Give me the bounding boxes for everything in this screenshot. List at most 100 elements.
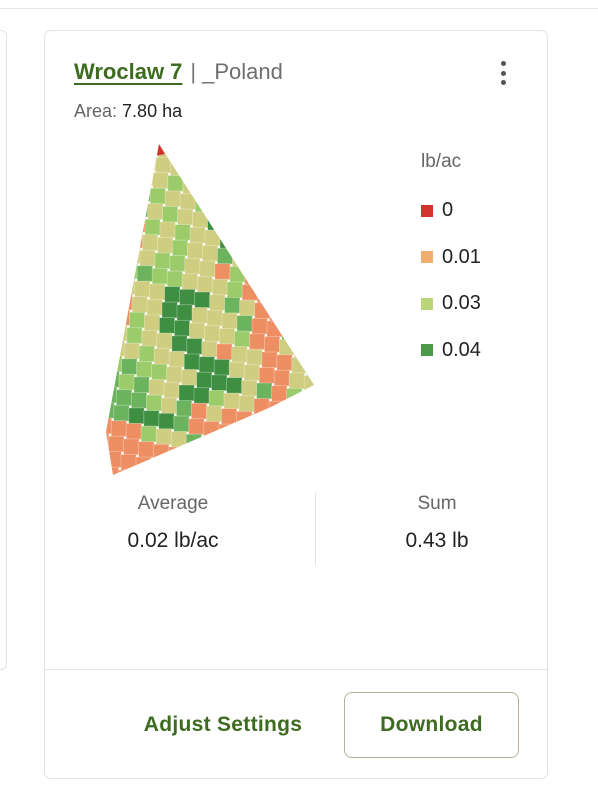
map-cell [232,154,249,172]
map-cell [212,183,229,200]
map-cell [117,469,135,475]
map-cell [279,243,296,260]
map-cell [187,146,204,164]
map-cell [267,224,284,242]
map-cell [183,353,200,371]
map-cell [273,369,290,387]
map-cell [119,278,136,295]
map-cell [294,245,311,263]
map-cell [209,198,226,216]
map-cell [149,283,166,301]
legend-label: 0.03 [442,292,481,314]
map-cell [269,209,286,227]
map-cell [128,311,146,329]
map-cell [284,212,301,229]
map-cell-red [155,144,165,156]
adjust-settings-button[interactable]: Adjust Settings [125,695,321,755]
average-stat: Average 0.02 lb/ac [93,493,253,553]
legend-label: 0.01 [442,245,481,268]
map-cell [207,214,224,231]
map-cell [158,412,175,430]
map-cell [276,258,294,276]
download-button[interactable]: Download [344,692,519,758]
average-value: 0.02 lb/ac [127,529,219,552]
map-cell [189,226,206,244]
map-cell [135,456,152,474]
map-cell [121,262,139,280]
map-cell [242,188,259,206]
map-cell [198,451,215,469]
map-cell [288,468,305,475]
map-cell [199,260,216,278]
map-cell [287,196,304,214]
map-cell [286,387,303,405]
map-cell [299,310,314,328]
map-cell [170,431,187,448]
map-cell [204,325,221,342]
legend-unit: lb/ac [421,151,462,172]
map-cell [124,247,141,264]
map-cell [132,472,150,475]
map-cell [133,376,150,394]
map-cell [271,481,286,483]
field-name-link[interactable]: Wroclaw 7 [74,59,183,84]
map-cell [290,452,307,470]
map-cell [204,229,221,247]
map-cell [141,329,158,347]
map-cell [262,160,279,177]
sum-label: Sum [417,493,457,514]
map-cell [144,218,161,236]
map-cell [233,426,250,444]
map-cell [243,364,260,382]
map-cell [203,420,220,438]
map-cell [320,283,323,299]
card-title: Wroclaw 7 | _Poland [74,59,283,85]
map-cell [263,336,281,353]
map-cell [278,338,296,356]
legend-item: 0.04 [421,339,481,362]
map-cell [303,375,314,392]
map-cell [111,324,128,342]
map-cell [235,410,253,428]
map-cell [110,420,127,438]
map-cell [198,356,215,373]
legend-label: 0 [442,199,454,221]
map-cell [229,266,246,283]
map-cell [248,429,265,446]
map-cell [274,274,291,291]
map-cell [253,398,270,415]
map-cell [236,315,253,332]
map-cell [301,390,314,408]
map-cell [213,358,230,376]
map-cell [131,296,148,313]
map-cell [147,203,164,221]
stats-divider [315,493,316,565]
title-separator: | [190,59,197,84]
map-cell [144,314,161,332]
map-cell [186,338,203,355]
map-cell [106,371,120,388]
map-cell [257,191,274,208]
map-cell [217,247,234,265]
map-cell [252,222,269,239]
map-cell [153,348,171,365]
map-cell [206,405,223,423]
map-cell [189,322,206,340]
map-cell [297,230,314,247]
more-vertical-icon[interactable] [493,59,513,87]
map-cell [176,400,193,417]
legend-item: 0.03 [421,292,481,315]
map-cell [191,402,208,420]
map-cell [106,417,112,435]
map-cell [208,389,225,407]
map-cell [227,185,244,203]
map-cell [181,369,198,386]
map-cell [201,340,218,358]
map-cell [301,294,314,312]
map-cell [259,175,277,193]
map-cell [167,175,184,192]
area-info: Area: 7.80 ha [74,101,182,122]
map-cell [140,425,158,443]
map-cell [174,319,191,337]
map-cell [215,439,232,456]
